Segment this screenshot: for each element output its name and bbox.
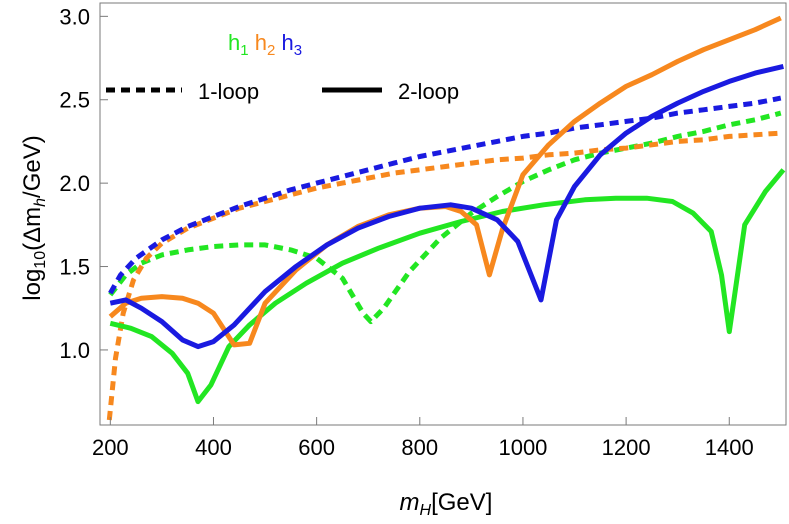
y-tick-label: 1.5 [59,255,90,280]
series-h1-1-loop [108,110,782,325]
legend-h1: h1 [228,30,249,59]
legend-h3: h3 [281,30,302,59]
y-tick-label: 3.0 [59,4,90,29]
y-label-post: /GeV) [19,135,46,198]
x-tick-label: 1200 [602,435,651,460]
legend-higgs-labels: h1 h2 h3 [228,30,302,60]
x-tick-label: 200 [92,435,129,460]
series-group [106,15,786,421]
y-tick-label: 2.0 [59,171,90,196]
series-h2-1-loop [106,130,781,421]
x-tick-label: 800 [401,435,438,460]
series-h1-2-loop [109,168,786,405]
x-label-main: m [400,489,420,516]
series-h3-1-loop [108,95,782,295]
x-label-unit: [GeV] [431,489,492,516]
x-tick-label: 400 [195,435,232,460]
x-tick-label: 1000 [498,435,547,460]
x-axis-label: mH[GeV] [400,489,493,519]
legend-2-loop: 2-loop [398,79,459,104]
plot-border [99,2,787,426]
y-label-pre: log [19,269,46,301]
x-label-sub: H [420,502,432,519]
y-label-mid: (Δm [19,207,46,251]
x-tick-label: 1400 [705,435,754,460]
y-label-mid-sub: h [32,198,49,207]
y-axis-label: log10(Δmh/GeV) [19,135,49,300]
series-h2-2-loop [108,15,782,348]
legend-h2: h2 [255,30,276,59]
plot-frame [99,2,787,426]
x-tick-label: 600 [298,435,335,460]
y-tick-label: 1.0 [59,338,90,363]
axis-ticks: 200 400 600 800 1000 1200 1400 1.0 1.5 2.0 2.5 3.0 [59,4,753,460]
y-label-pre-sub: 10 [32,251,49,269]
y-tick-label: 2.5 [59,88,90,113]
series-h3-2-loop [109,63,784,350]
legend-1-loop: 1-loop [198,79,259,104]
